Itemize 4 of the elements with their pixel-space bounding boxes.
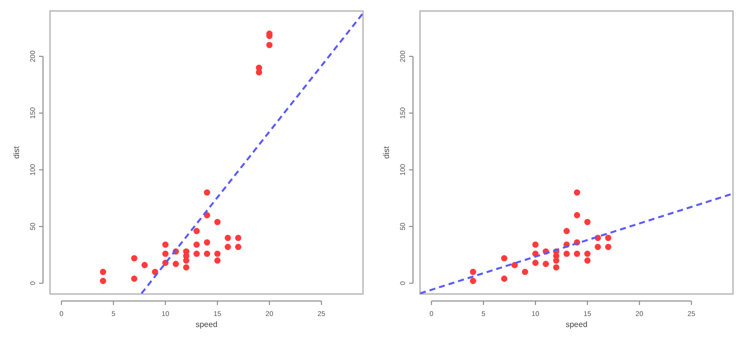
x-axis-title: speed	[196, 320, 218, 329]
y-axis-title: dist	[12, 146, 21, 159]
x-axis-title: speed	[566, 320, 588, 329]
y-axis-title: dist	[382, 146, 391, 159]
